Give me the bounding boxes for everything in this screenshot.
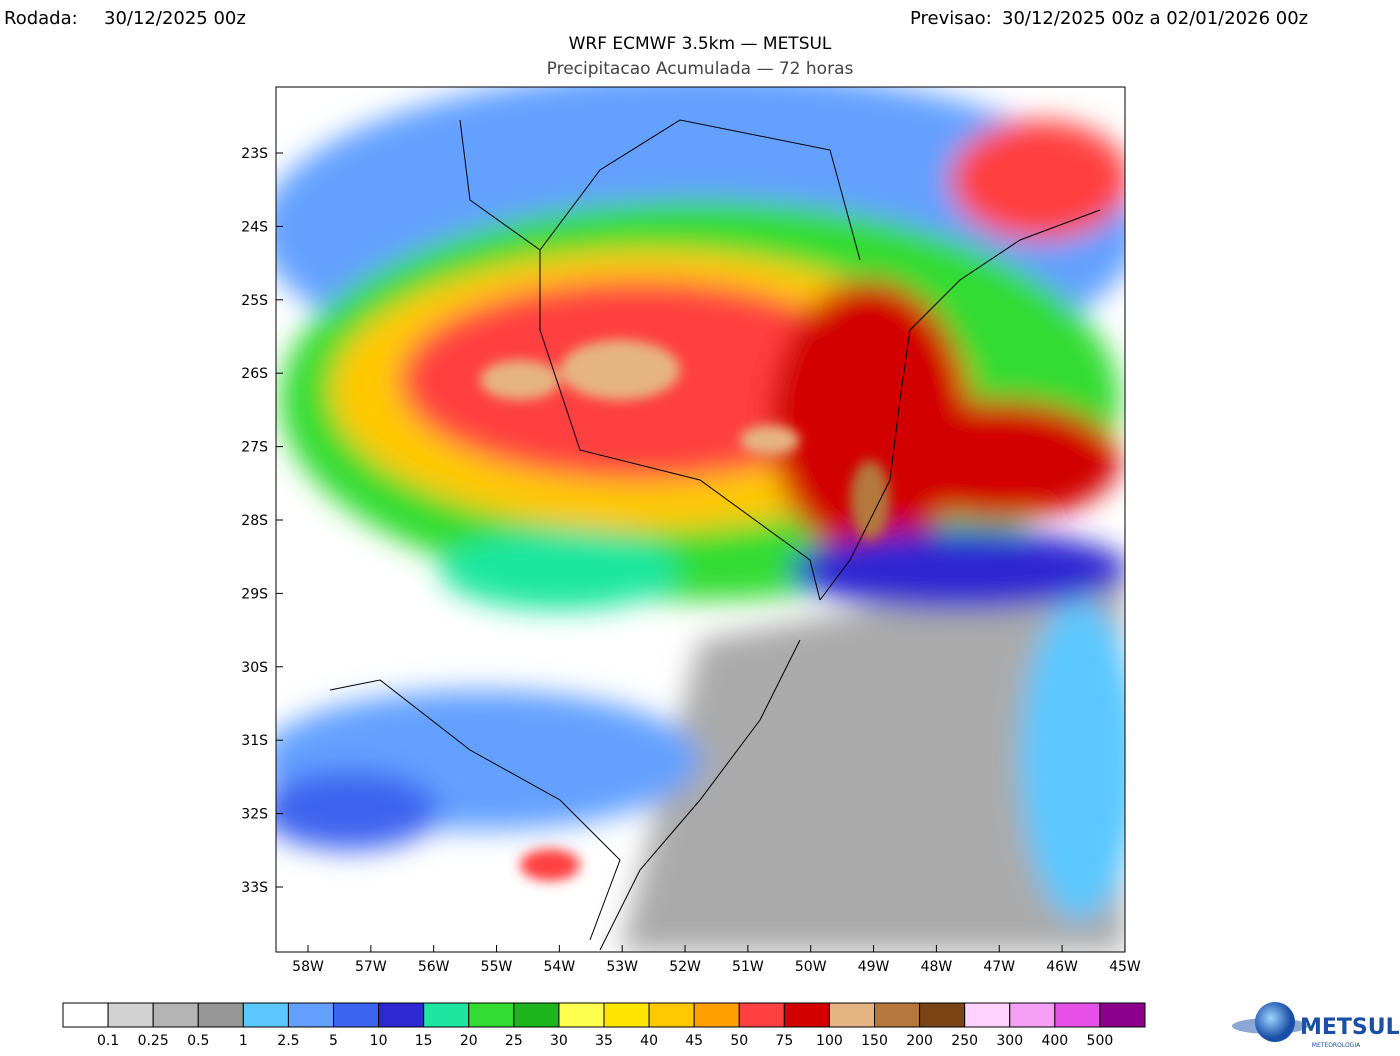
colorbar-label: 2.5	[277, 1033, 299, 1049]
colorbar-box	[783, 1002, 830, 1028]
lon-label: 52W	[669, 959, 701, 975]
colorbar-label: 30	[550, 1033, 568, 1049]
colorbar-box	[62, 1002, 109, 1028]
colorbar-box	[333, 1002, 380, 1028]
colorbar-box	[693, 1002, 740, 1028]
run-value: 30/12/2025 00z	[104, 8, 246, 29]
colorbar-box	[513, 1002, 560, 1028]
colorbar-box	[603, 1002, 650, 1028]
colorbar-box	[648, 1002, 695, 1028]
forecast-value: 30/12/2025 00z a 02/01/2026 00z	[1002, 8, 1308, 29]
colorbar-label: 200	[906, 1033, 933, 1049]
colorbar-label: 0.5	[187, 1033, 209, 1049]
lat-label: 23S	[241, 146, 268, 162]
lat-label: 31S	[241, 733, 268, 749]
lat-label: 29S	[241, 586, 268, 602]
forecast-label: Previsao:	[910, 8, 992, 29]
colorbar-box	[738, 1002, 785, 1028]
colorbar-box	[874, 1002, 921, 1028]
lat-label: 24S	[241, 219, 268, 235]
colorbar-label: 400	[1041, 1033, 1068, 1049]
colorbar-box	[107, 1002, 154, 1028]
title: WRF ECMWF 3.5km — METSUL	[569, 34, 832, 54]
subtitle: Precipitacao Acumulada — 72 horas	[547, 59, 854, 79]
colorbar-label: 20	[460, 1033, 478, 1049]
colorbar-box	[1099, 1002, 1146, 1028]
lon-label: 54W	[544, 959, 576, 975]
colorbar-label: 15	[415, 1033, 433, 1049]
colorbar-label: 250	[951, 1033, 978, 1049]
colorbar-label: 1	[239, 1033, 248, 1049]
colorbar-box	[558, 1002, 605, 1028]
lon-label: 49W	[858, 959, 890, 975]
colorbar-label: 10	[370, 1033, 388, 1049]
lon-label: 46W	[1046, 959, 1078, 975]
lat-label: 32S	[241, 807, 268, 823]
colorbar-label: 0.1	[97, 1033, 119, 1049]
colorbar-box	[964, 1002, 1011, 1028]
run-label: Rodada:	[4, 8, 78, 29]
lat-label: 27S	[241, 440, 268, 456]
colorbar-box	[423, 1002, 470, 1028]
colorbar-label: 0.25	[138, 1033, 169, 1049]
colorbar-box	[919, 1002, 966, 1028]
lat-label: 28S	[241, 513, 268, 529]
colorbar-box	[1009, 1002, 1056, 1028]
colorbar-label: 150	[861, 1033, 888, 1049]
lat-label: 30S	[241, 660, 268, 676]
lon-label: 58W	[292, 959, 324, 975]
colorbar-label: 40	[640, 1033, 658, 1049]
lat-label: 26S	[241, 366, 268, 382]
logo-subtext: METEOROLOGIA	[1312, 1042, 1361, 1049]
lon-label: 47W	[983, 959, 1015, 975]
lat-label: 25S	[241, 293, 268, 309]
colorbar-label: 5	[329, 1033, 338, 1049]
precipitation-field	[276, 87, 1125, 952]
colorbar-box	[1054, 1002, 1101, 1028]
logo-text: METSUL	[1300, 1015, 1400, 1040]
lat-label: 33S	[241, 880, 268, 896]
lon-label: 48W	[921, 959, 953, 975]
lon-label: 51W	[732, 959, 764, 975]
lon-label: 45W	[1109, 959, 1141, 975]
lon-label: 50W	[795, 959, 827, 975]
colorbar-label: 500	[1087, 1033, 1114, 1049]
lon-label: 55W	[481, 959, 513, 975]
colorbar-box	[242, 1002, 289, 1028]
lon-label: 53W	[606, 959, 638, 975]
colorbar-box	[378, 1002, 425, 1028]
lon-label: 57W	[355, 959, 387, 975]
colorbar-label: 25	[505, 1033, 523, 1049]
logo: METSUL METEOROLOGIA	[1232, 1002, 1400, 1049]
colorbar-box	[468, 1002, 515, 1028]
colorbar-label: 75	[775, 1033, 793, 1049]
colorbar-box	[828, 1002, 876, 1028]
colorbar-box	[152, 1002, 199, 1028]
colorbar-label: 35	[595, 1033, 613, 1049]
colorbar-label: 300	[996, 1033, 1023, 1049]
colorbar-label: 45	[685, 1033, 703, 1049]
colorbar-label: 100	[816, 1033, 843, 1049]
lon-label: 56W	[418, 959, 450, 975]
colorbar-box	[197, 1002, 244, 1028]
colorbar-box	[287, 1002, 334, 1028]
colorbar-label: 50	[730, 1033, 748, 1049]
